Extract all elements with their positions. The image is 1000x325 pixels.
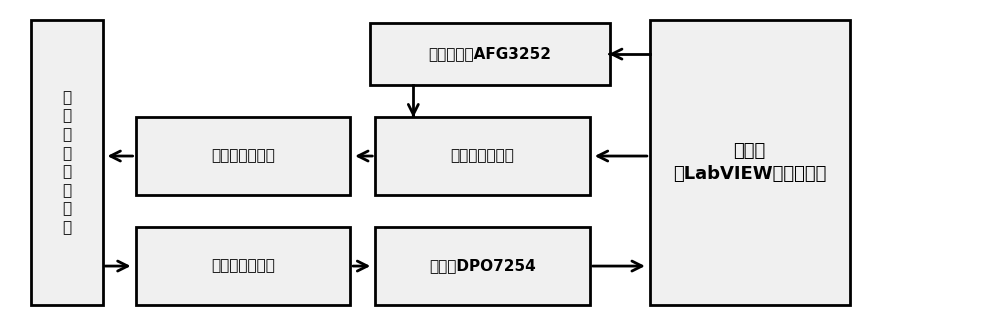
Text: 信号发生器AFG3252: 信号发生器AFG3252: [429, 46, 552, 62]
Bar: [375, 227, 590, 305]
Text: 上位机
（LabVIEW程序控制）: 上位机 （LabVIEW程序控制）: [673, 142, 826, 183]
Bar: [136, 227, 350, 305]
Bar: [370, 23, 610, 85]
Text: 超
声
波
传
感
器
阵
列: 超 声 波 传 感 器 阵 列: [62, 90, 71, 235]
Bar: [31, 20, 103, 305]
Text: 示波器DPO7254: 示波器DPO7254: [429, 259, 536, 274]
Bar: [136, 117, 350, 195]
Bar: [375, 117, 590, 195]
Text: 超声波接收电路: 超声波接收电路: [211, 259, 275, 274]
Text: 单片机控制单元: 单片机控制单元: [451, 149, 514, 163]
Text: 超声波发射电路: 超声波发射电路: [211, 149, 275, 163]
Bar: [650, 20, 850, 305]
